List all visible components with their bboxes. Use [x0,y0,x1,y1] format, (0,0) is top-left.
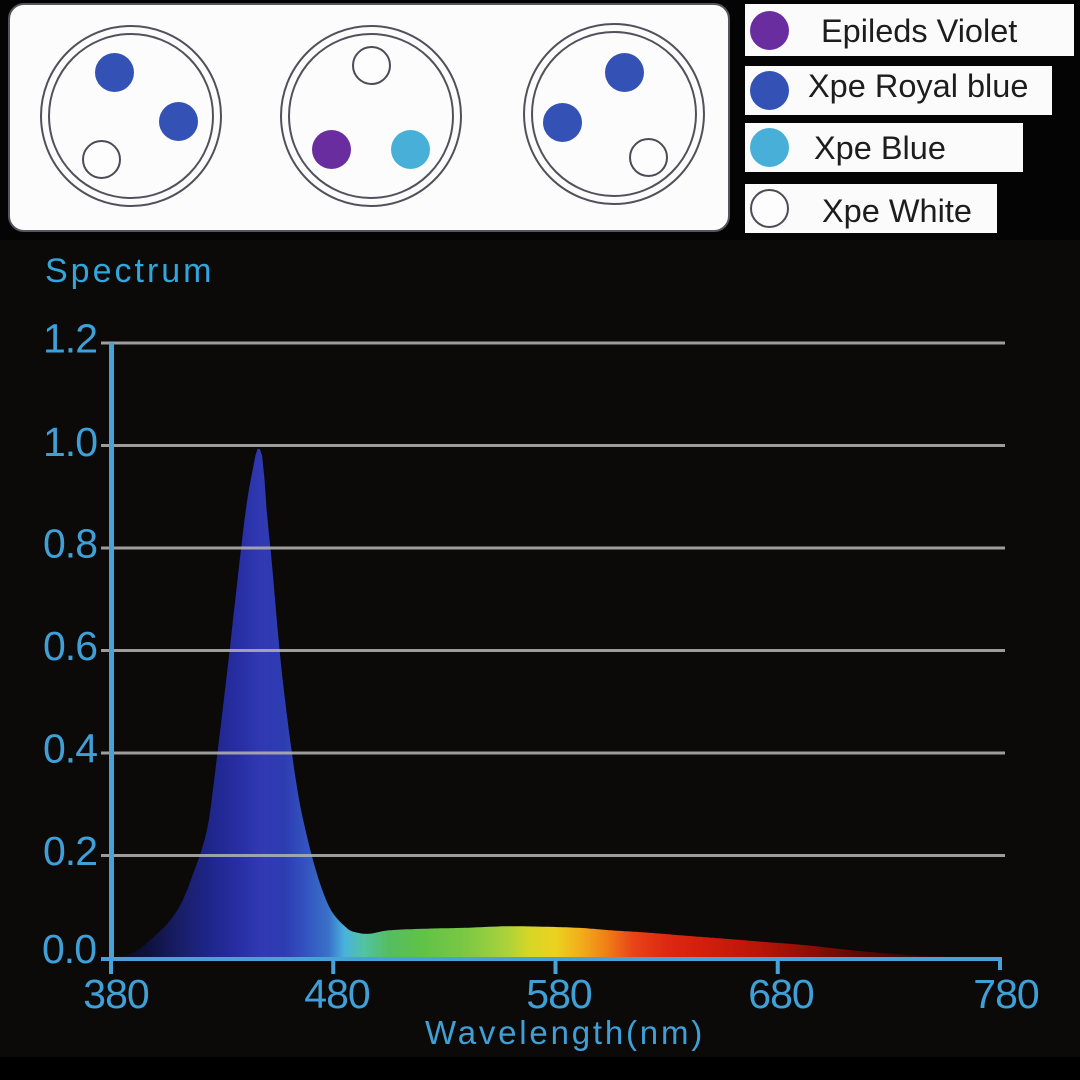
svg-text:Wavelength(nm): Wavelength(nm) [425,1014,705,1051]
svg-text:680: 680 [748,971,814,1017]
svg-text:0.4: 0.4 [43,726,97,772]
svg-text:480: 480 [304,971,370,1017]
svg-text:0.2: 0.2 [43,828,97,874]
svg-text:0.6: 0.6 [43,623,97,669]
svg-text:0.8: 0.8 [43,521,97,567]
svg-text:380: 380 [83,971,149,1017]
svg-text:1.2: 1.2 [43,316,97,362]
svg-text:580: 580 [526,971,592,1017]
svg-text:Spectrum: Spectrum [45,252,215,290]
svg-text:780: 780 [973,971,1039,1017]
svg-text:0.0: 0.0 [42,926,96,972]
svg-text:1.0: 1.0 [43,419,97,465]
